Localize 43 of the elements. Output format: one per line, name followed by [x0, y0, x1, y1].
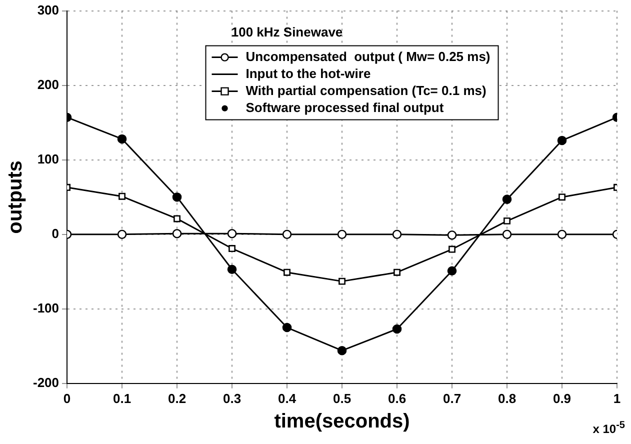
legend-label: Input to the hot-wire — [246, 66, 371, 81]
x-tick-label: 0 — [63, 390, 71, 406]
legend-label: Software processed final output — [246, 100, 444, 115]
point — [557, 230, 567, 240]
x-tick-label: 0.3 — [222, 390, 242, 406]
y-axis-title: outputs — [4, 160, 27, 234]
point — [558, 194, 566, 201]
y-tick-label: 100 — [37, 151, 60, 166]
legend-label: Uncompensated output ( Mw= 0.25 ms) — [246, 48, 490, 64]
point — [117, 230, 127, 240]
x-tick-label: 0.9 — [552, 390, 572, 406]
point — [227, 228, 237, 238]
x-tick-label: 0.4 — [278, 390, 297, 406]
point — [172, 228, 182, 238]
point — [502, 230, 512, 240]
point — [448, 246, 456, 253]
y-tick-label: 300 — [37, 2, 60, 18]
x-axis-title: time(seconds) — [274, 410, 410, 433]
x-tick-label: 0.6 — [388, 390, 406, 406]
text: 100 kHz Sinewave — [231, 24, 343, 40]
point — [394, 268, 400, 276]
x-tick-label: 1 — [613, 390, 621, 406]
point — [504, 217, 510, 224]
point — [174, 215, 180, 222]
x-tick-label: 0.1 — [112, 390, 132, 406]
point — [447, 230, 457, 240]
point — [282, 230, 292, 240]
legend-label: With partial compensation (Tc= 0.1 ms) — [246, 82, 486, 98]
x-tick-label: 0.8 — [498, 390, 516, 406]
point — [338, 278, 346, 285]
x-tick-label: 0.7 — [442, 390, 462, 406]
y-tick-label: 0 — [52, 226, 60, 241]
y-tick-label: -100 — [32, 300, 60, 316]
y-tick-label: -200 — [32, 374, 60, 390]
text: x 10$^{-5}$ — [592, 420, 625, 436]
x-tick-label: 0.5 — [332, 390, 352, 406]
y-tick-label: 200 — [37, 76, 60, 92]
point — [337, 230, 347, 240]
x-tick-label: 0.2 — [168, 390, 186, 406]
point — [392, 230, 402, 240]
point — [284, 268, 290, 276]
point — [118, 192, 126, 200]
point — [228, 245, 236, 252]
